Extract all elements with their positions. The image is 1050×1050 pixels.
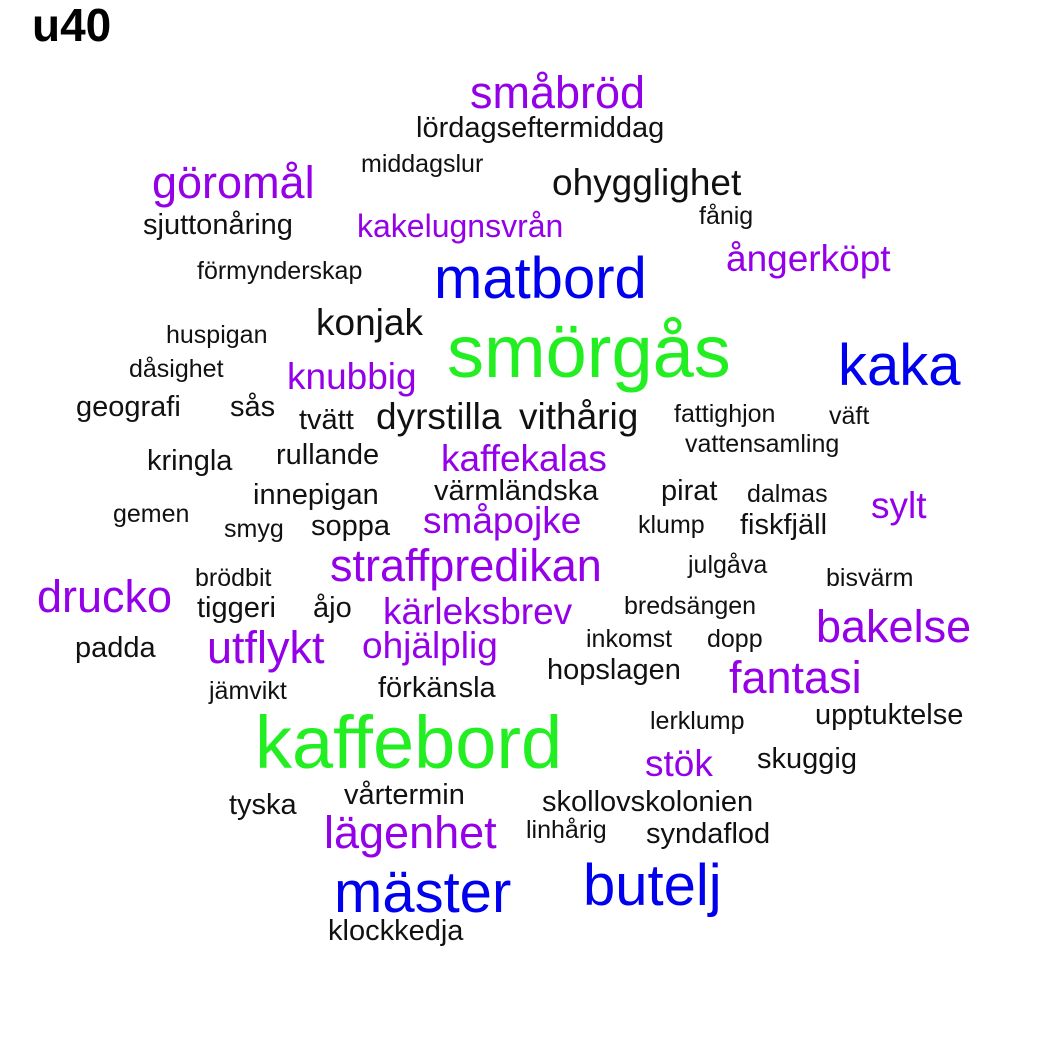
word: skuggig: [757, 743, 857, 775]
word: mäster: [334, 860, 512, 925]
word: kaffebord: [255, 701, 563, 784]
word: dopp: [707, 625, 763, 653]
word: åjo: [313, 592, 352, 624]
word: klump: [638, 511, 705, 539]
word: pirat: [661, 475, 718, 507]
word: hopslagen: [547, 654, 681, 686]
word: sås: [230, 391, 276, 423]
word: padda: [75, 632, 156, 664]
word: straffpredikan: [330, 540, 602, 591]
word: brödbit: [195, 564, 272, 592]
word: sylt: [871, 485, 927, 526]
word: inkomst: [586, 625, 673, 653]
word: huspigan: [166, 321, 268, 349]
word: dyrstilla: [376, 396, 502, 437]
word: dalmas: [747, 480, 828, 508]
word: smyg: [224, 515, 284, 543]
word: linhårig: [526, 816, 607, 844]
word: ångerköpt: [726, 238, 891, 279]
word: matbord: [434, 246, 647, 311]
word: kakelugnsvrån: [357, 208, 564, 244]
word: tvätt: [299, 404, 354, 436]
word: klockkedja: [328, 915, 464, 947]
word: vattensamling: [685, 430, 840, 458]
word: utflykt: [207, 622, 325, 673]
word: lerklump: [650, 707, 745, 735]
word: smörgås: [447, 310, 731, 393]
word: tyska: [229, 789, 297, 821]
word: småpojke: [423, 500, 582, 541]
plot-title: u40: [32, 0, 112, 51]
word: upptuktelse: [815, 699, 964, 731]
word: julgåva: [688, 551, 768, 579]
word: kaka: [838, 333, 961, 398]
word: innepigan: [253, 479, 379, 511]
word: vithårig: [519, 396, 639, 437]
word: fiskfjäll: [740, 509, 828, 541]
word: gemen: [113, 500, 190, 528]
word: tiggeri: [197, 592, 276, 624]
word: ohjälplig: [362, 625, 498, 666]
word: vårtermin: [344, 779, 465, 811]
word: ohygglighet: [552, 162, 742, 203]
word: stök: [645, 743, 713, 784]
word: dåsighet: [129, 355, 224, 383]
word: förkänsla: [378, 672, 496, 704]
word: butelj: [583, 853, 722, 918]
word: bisvärm: [826, 564, 914, 592]
word: fantasi: [729, 652, 862, 703]
word: skollovskolonien: [542, 786, 754, 818]
word: syndaflod: [646, 818, 771, 850]
word: soppa: [311, 510, 391, 542]
word: knubbig: [287, 356, 417, 397]
word: rullande: [276, 439, 380, 471]
word: fattighjon: [674, 400, 776, 428]
word: värmländska: [434, 475, 599, 507]
word: bredsängen: [624, 592, 757, 620]
word: jämvikt: [209, 677, 287, 705]
word: kärleksbrev: [383, 591, 573, 632]
word: bakelse: [816, 601, 972, 652]
word: middagslur: [361, 150, 484, 178]
word: drucko: [37, 571, 173, 622]
word: konjak: [316, 302, 423, 343]
word: sjuttonåring: [143, 209, 293, 241]
word: lägenhet: [324, 807, 497, 858]
word: småbröd: [470, 67, 646, 118]
word: kaffekalas: [441, 438, 607, 479]
word: göromål: [152, 157, 315, 208]
word: geografi: [76, 391, 181, 423]
word: fånig: [699, 202, 754, 230]
word: förmynderskap: [197, 257, 363, 285]
word: lördagseftermiddag: [416, 112, 665, 144]
word: väft: [829, 402, 870, 430]
word: kringla: [147, 445, 233, 477]
